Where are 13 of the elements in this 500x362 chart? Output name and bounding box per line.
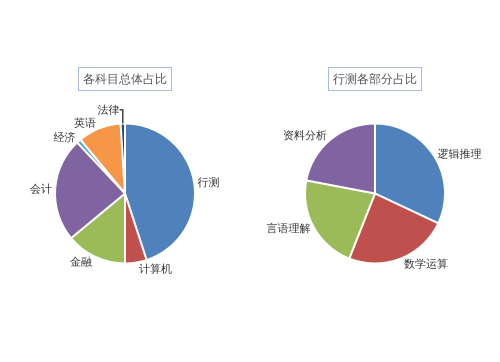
slice-label: 法律 xyxy=(98,103,120,116)
slice-label: 计算机 xyxy=(139,262,172,276)
chart-title: 各科目总体占比 xyxy=(83,72,167,86)
slice-label: 资料分析 xyxy=(283,129,328,142)
slice-label: 金融 xyxy=(70,256,92,269)
slice-label: 经济 xyxy=(53,130,76,144)
slice-label: 逻辑推理 xyxy=(437,148,482,161)
slice-label: 会计 xyxy=(30,182,52,196)
slice-label: 数学运算 xyxy=(404,258,448,271)
slice-label: 英语 xyxy=(74,116,96,130)
slice-label: 言语理解 xyxy=(266,222,310,236)
slice-label: 行测 xyxy=(197,176,220,189)
chart-title: 行测各部分占比 xyxy=(333,72,417,86)
